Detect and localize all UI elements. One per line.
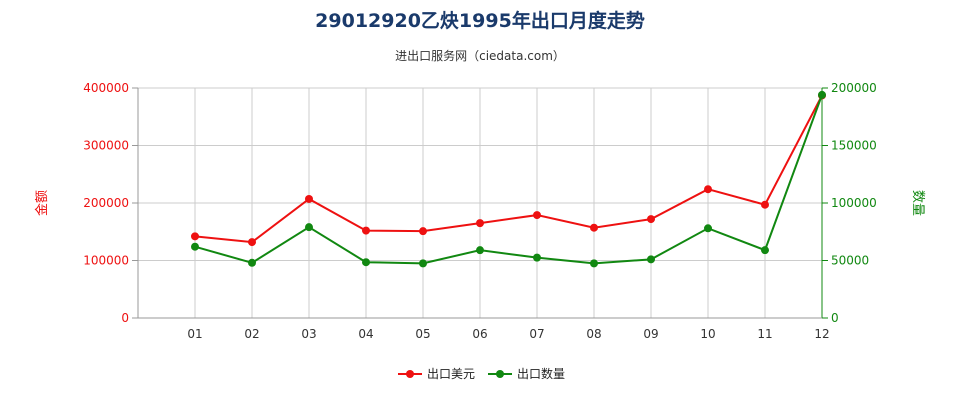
data-point (590, 223, 598, 232)
y-right-tick-label: 200000 (831, 81, 877, 95)
x-tick-label: 06 (472, 327, 487, 341)
y-right-tick-label: 50000 (831, 254, 869, 268)
data-point (590, 259, 598, 268)
series-line (194, 95, 823, 244)
y-right-tick-label: 0 (831, 311, 839, 325)
x-tick-label: 03 (301, 327, 316, 341)
axes-layer: 0 100000 200000 300000 400000 0 50000 100000 150… (34, 81, 925, 341)
y-left-axis-title: 金额 (34, 190, 50, 216)
x-tick-label: 12 (814, 327, 829, 341)
data-point (419, 259, 427, 268)
data-point (419, 227, 427, 236)
data-point (761, 246, 769, 255)
data-point (305, 223, 313, 232)
y-right-axis-title: 数量 (910, 190, 925, 216)
data-point (476, 219, 484, 228)
x-tick-label: 01 (187, 327, 202, 341)
data-point (191, 232, 199, 241)
data-point (647, 255, 655, 264)
x-tick-label: 09 (643, 327, 658, 341)
y-left-tick-label: 300000 (83, 139, 129, 153)
x-tick-label: 11 (757, 327, 772, 341)
data-point (476, 246, 484, 255)
legend-label: 出口美元 (427, 367, 475, 381)
x-tick-label: 02 (244, 327, 259, 341)
chart-subtitle: 进出口服务网（ciedata.com） (395, 49, 565, 63)
x-tick-label: 05 (415, 327, 430, 341)
x-tick-label: 10 (700, 327, 715, 341)
y-left-tick-label: 100000 (83, 254, 129, 268)
y-left-tick-label: 200000 (83, 196, 129, 210)
chart-title: 29012920乙炔1995年出口月度走势 (315, 10, 645, 32)
data-point (362, 258, 370, 267)
grid-layer (137, 87, 823, 319)
x-tick-label: 07 (529, 327, 544, 341)
y-left-tick-label: 400000 (83, 81, 129, 95)
data-point (704, 185, 712, 194)
y-right-tick-label: 100000 (831, 196, 877, 210)
data-point (533, 253, 541, 262)
legend-marker (496, 370, 504, 378)
data-point (704, 224, 712, 233)
series-line (194, 94, 823, 265)
legend-label: 出口数量 (517, 366, 565, 381)
data-point (248, 258, 256, 267)
legend-marker (406, 370, 414, 378)
x-tick-label: 04 (358, 327, 373, 341)
data-point (818, 90, 826, 99)
data-point (191, 242, 199, 251)
y-right-tick-label: 150000 (831, 139, 877, 153)
data-point (362, 226, 370, 235)
data-point (533, 211, 541, 220)
legend: 出口美元 出口数量 (398, 366, 565, 381)
series-layer (191, 90, 826, 268)
data-point (248, 238, 256, 247)
x-tick-label: 08 (586, 327, 601, 341)
data-point (647, 215, 655, 224)
y-left-tick-label: 0 (121, 311, 129, 325)
data-point (761, 200, 769, 209)
data-point (305, 194, 313, 203)
